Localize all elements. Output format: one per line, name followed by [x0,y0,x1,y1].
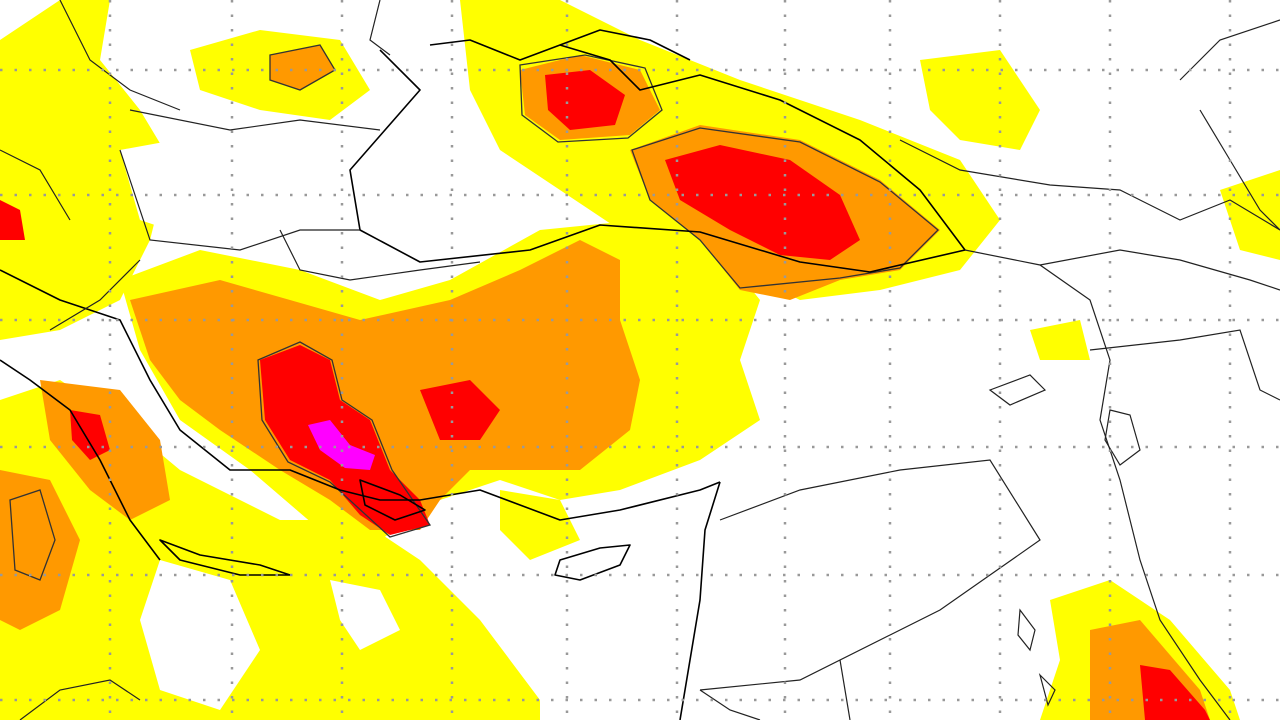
red-areas [0,70,1210,720]
contours [9,44,939,581]
white-gaps [120,130,400,710]
magenta-area [308,420,375,470]
